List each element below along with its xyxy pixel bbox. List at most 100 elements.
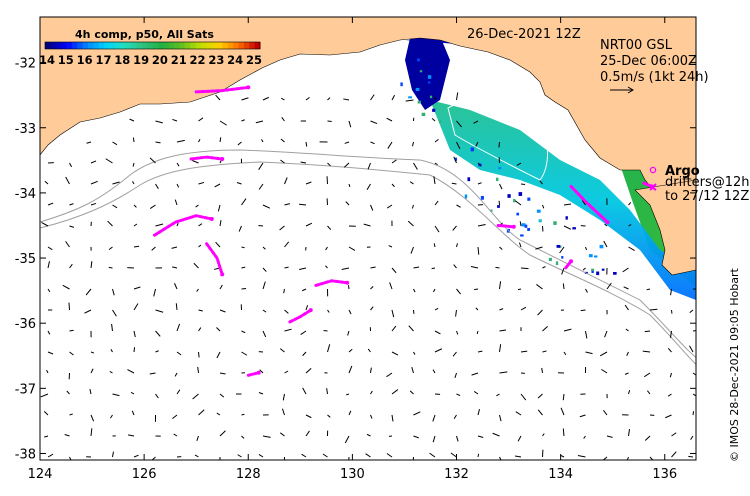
current-vector (198, 223, 203, 227)
colorbar-tick-label: 17 (95, 53, 111, 67)
colorbar-tick-label: 20 (152, 53, 168, 67)
current-vector (433, 288, 436, 293)
current-vector (434, 138, 439, 143)
current-vector (214, 183, 221, 188)
current-vector (579, 414, 586, 418)
argo-marker (649, 166, 657, 174)
current-vector (475, 141, 479, 147)
colorbar-swatch (217, 42, 223, 49)
current-vector (604, 330, 608, 338)
current-vector (492, 432, 500, 437)
current-vector (388, 245, 393, 248)
current-vector (172, 118, 178, 122)
sst-pixel (556, 244, 561, 248)
current-vector (516, 162, 522, 166)
current-vector (302, 288, 307, 292)
current-vector (262, 246, 266, 250)
current-vector (391, 325, 397, 332)
current-vector (670, 330, 672, 338)
y-tick-label: -34 (15, 187, 36, 202)
current-vector (577, 455, 586, 458)
current-vector (518, 242, 522, 248)
current-vector (258, 392, 264, 395)
land-eastern-peninsula (634, 179, 696, 276)
current-vector (452, 351, 457, 357)
current-vector (262, 435, 271, 438)
current-vector (155, 330, 161, 337)
current-vector (216, 412, 221, 416)
current-vector (473, 390, 479, 395)
current-vector (644, 435, 651, 441)
colorbar-swatch (109, 42, 116, 49)
current-vector (302, 351, 307, 357)
drifter-endpoint (256, 370, 261, 375)
current-vector (258, 224, 264, 227)
current-vector (411, 204, 414, 209)
current-vector (690, 435, 694, 440)
current-vector (111, 323, 113, 332)
colorbar-swatch (195, 42, 202, 49)
current-vector (348, 348, 353, 353)
current-vector (41, 222, 49, 227)
current-vector (367, 348, 371, 353)
current-vector (688, 455, 694, 458)
current-vector (624, 372, 629, 375)
current-vector (258, 162, 264, 170)
current-vector (689, 345, 694, 353)
legend-drifters-line2: to 27/12 12Z (665, 189, 749, 204)
current-vector (133, 286, 141, 290)
current-vector (322, 453, 328, 458)
current-vector (628, 246, 635, 251)
current-vector (132, 181, 135, 185)
current-vector (219, 393, 225, 398)
current-vector (408, 325, 414, 332)
colorbar-tick-label: 14 (39, 53, 55, 67)
current-vector (347, 285, 350, 290)
current-vector (133, 245, 140, 248)
current-vector (327, 97, 331, 101)
x-tick-label: 130 (340, 467, 365, 482)
current-vector (411, 367, 414, 374)
current-vector (237, 141, 242, 146)
drifter-endpoint (605, 220, 610, 225)
current-vector (174, 283, 178, 290)
current-vector (284, 177, 288, 185)
current-vector (585, 288, 588, 293)
sst-pixel (596, 271, 600, 276)
current-vector (305, 96, 310, 101)
current-vector (300, 330, 307, 336)
current-vector (456, 243, 458, 248)
colorbar-swatch (77, 42, 84, 49)
current-vector (495, 266, 500, 269)
current-vector (582, 267, 586, 271)
current-vector (112, 204, 118, 209)
sst-pixel (432, 108, 436, 112)
current-vector (366, 433, 371, 437)
current-vector (128, 434, 135, 437)
current-vector (197, 366, 199, 374)
current-vector (305, 305, 309, 311)
current-vector (110, 414, 113, 419)
current-vector (542, 204, 545, 209)
current-vector (299, 203, 307, 206)
current-vector (453, 264, 457, 269)
colorbar-tick-label: 21 (171, 53, 187, 67)
current-vector (238, 225, 242, 232)
current-vector (499, 344, 502, 353)
current-vector (47, 246, 53, 251)
current-vector (198, 139, 201, 143)
colorbar-tick-label: 15 (58, 53, 74, 67)
current-vector (176, 222, 179, 227)
current-vector (669, 372, 672, 378)
current-vector (431, 118, 436, 122)
sst-pixel (520, 234, 524, 237)
colorbar-swatch (120, 42, 127, 49)
current-vector (301, 453, 307, 458)
current-vector (407, 220, 414, 227)
current-vector (130, 391, 135, 395)
colorbar-swatch (254, 42, 261, 49)
current-vector (112, 288, 115, 296)
sst-pixel (613, 271, 617, 275)
current-vector (515, 411, 522, 416)
current-vector (601, 368, 608, 374)
